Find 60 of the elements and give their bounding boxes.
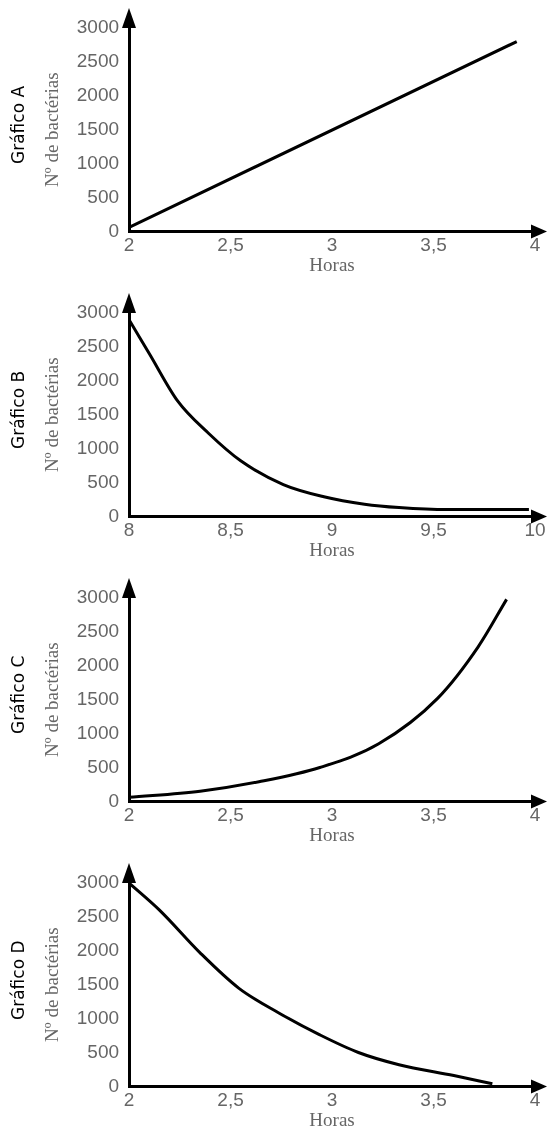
- y-axis-title: Nº de bactérias: [41, 927, 63, 1042]
- text: Gráfico B: [8, 369, 28, 452]
- text: Gráfico A: [8, 84, 28, 167]
- y-tick-label: 1000: [76, 151, 120, 173]
- x-tick-label: 9: [326, 519, 338, 541]
- x-tick-label: 2,5: [217, 234, 244, 256]
- x-tick-label: 2: [123, 1089, 135, 1111]
- y-tick-label: 500: [87, 755, 120, 777]
- y-tick-label: 500: [87, 470, 120, 492]
- y-tick-label: 1500: [76, 687, 120, 709]
- y-tick-label: 3000: [76, 16, 120, 38]
- y-tick-label: 2000: [76, 939, 120, 961]
- y-tick-label: 0: [108, 789, 120, 811]
- y-axis-title: Nº de bactérias: [41, 642, 63, 757]
- x-tick-label: 3: [326, 234, 338, 256]
- y-tick-label: 1000: [76, 721, 120, 743]
- text: Gráfico D: [8, 939, 28, 1022]
- y-tick-label: 3000: [76, 301, 120, 323]
- x-tick-label: 3,5: [420, 234, 447, 256]
- y-tick-label: 1500: [76, 972, 120, 994]
- x-tick-label: 4: [529, 234, 541, 256]
- y-tick-label: 1500: [76, 402, 120, 424]
- y-tick-label: 0: [108, 1074, 120, 1096]
- y-axis-title: Nº de bactérias: [41, 357, 63, 472]
- y-tick-label: 2000: [76, 654, 120, 676]
- x-tick-label: 3,5: [420, 1089, 447, 1111]
- y-tick-label: 3000: [76, 871, 120, 893]
- x-tick-label: 3: [326, 1089, 338, 1111]
- y-tick-label: 0: [108, 504, 120, 526]
- x-tick-label: 10: [524, 519, 546, 541]
- y-tick-label: 3000: [76, 586, 120, 608]
- x-tick-label: 8: [123, 519, 135, 541]
- y-tick-label: 2000: [76, 369, 120, 391]
- y-tick-label: 500: [87, 185, 120, 207]
- y-tick-label: 2000: [76, 84, 120, 106]
- y-tick-label: 1500: [76, 117, 120, 139]
- x-tick-label: 2: [123, 804, 135, 826]
- y-tick-label: 2500: [76, 50, 120, 72]
- x-tick-label: 3: [326, 804, 338, 826]
- y-tick-label: 1000: [76, 1006, 120, 1028]
- y-tick-label: 0: [108, 219, 120, 241]
- y-tick-label: 500: [87, 1040, 120, 1062]
- x-axis-title: Horas: [309, 253, 355, 275]
- y-tick-label: 2500: [76, 335, 120, 357]
- x-tick-label: 4: [529, 1089, 541, 1111]
- y-tick-label: 1000: [76, 436, 120, 458]
- text: Gráfico C: [8, 654, 28, 737]
- x-axis-title: Horas: [309, 823, 355, 845]
- y-tick-label: 2500: [76, 905, 120, 927]
- y-axis-title: Nº de bactérias: [41, 72, 63, 187]
- x-tick-label: 4: [529, 804, 541, 826]
- x-axis-title: Horas: [309, 538, 355, 560]
- x-tick-label: 2,5: [217, 804, 244, 826]
- x-tick-label: 8,5: [217, 519, 244, 541]
- y-tick-label: 2500: [76, 620, 120, 642]
- x-tick-label: 2: [123, 234, 135, 256]
- x-tick-label: 9,5: [420, 519, 447, 541]
- x-tick-label: 3,5: [420, 804, 447, 826]
- x-tick-label: 2,5: [217, 1089, 244, 1111]
- x-axis-title: Horas: [309, 1108, 355, 1130]
